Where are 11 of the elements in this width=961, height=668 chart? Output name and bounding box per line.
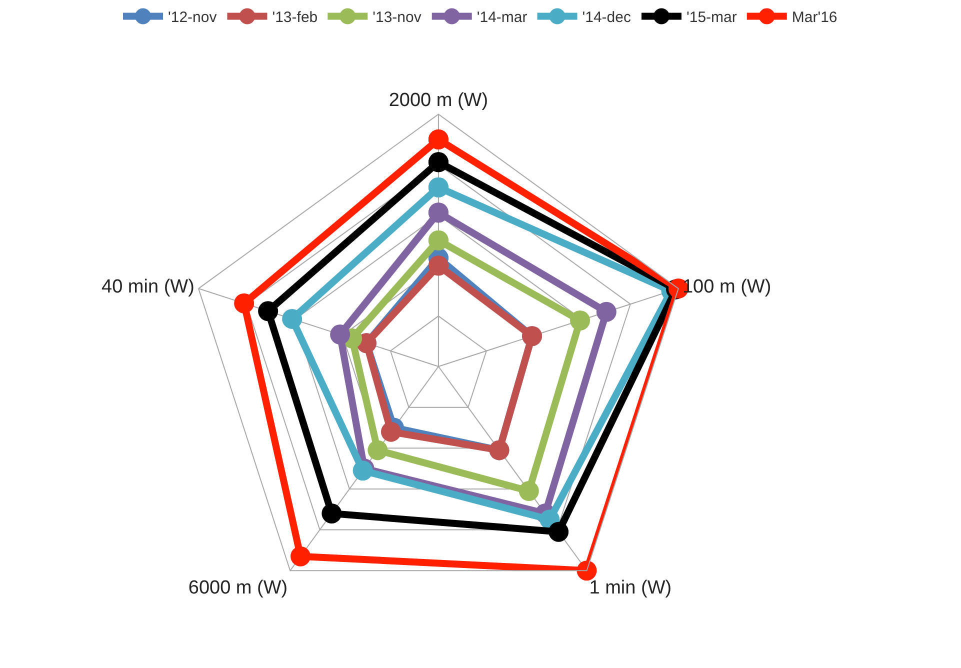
legend-label: '15-mar [686, 9, 737, 26]
legend-label: '14-mar [476, 9, 528, 26]
legend-label: '12-nov [168, 9, 218, 26]
spoke-label: 6000 m (W) [188, 577, 288, 598]
legend-label: '13-feb [272, 9, 318, 26]
legend-label: '13-nov [372, 9, 422, 26]
legend-label: '14-dec [582, 9, 632, 26]
legend-label: Mar'16 [792, 9, 838, 26]
spoke-label: 1 min (W) [589, 577, 672, 598]
spoke-label: 40 min (W) [102, 276, 194, 298]
spoke-label: 2000 m (W) [388, 90, 488, 112]
